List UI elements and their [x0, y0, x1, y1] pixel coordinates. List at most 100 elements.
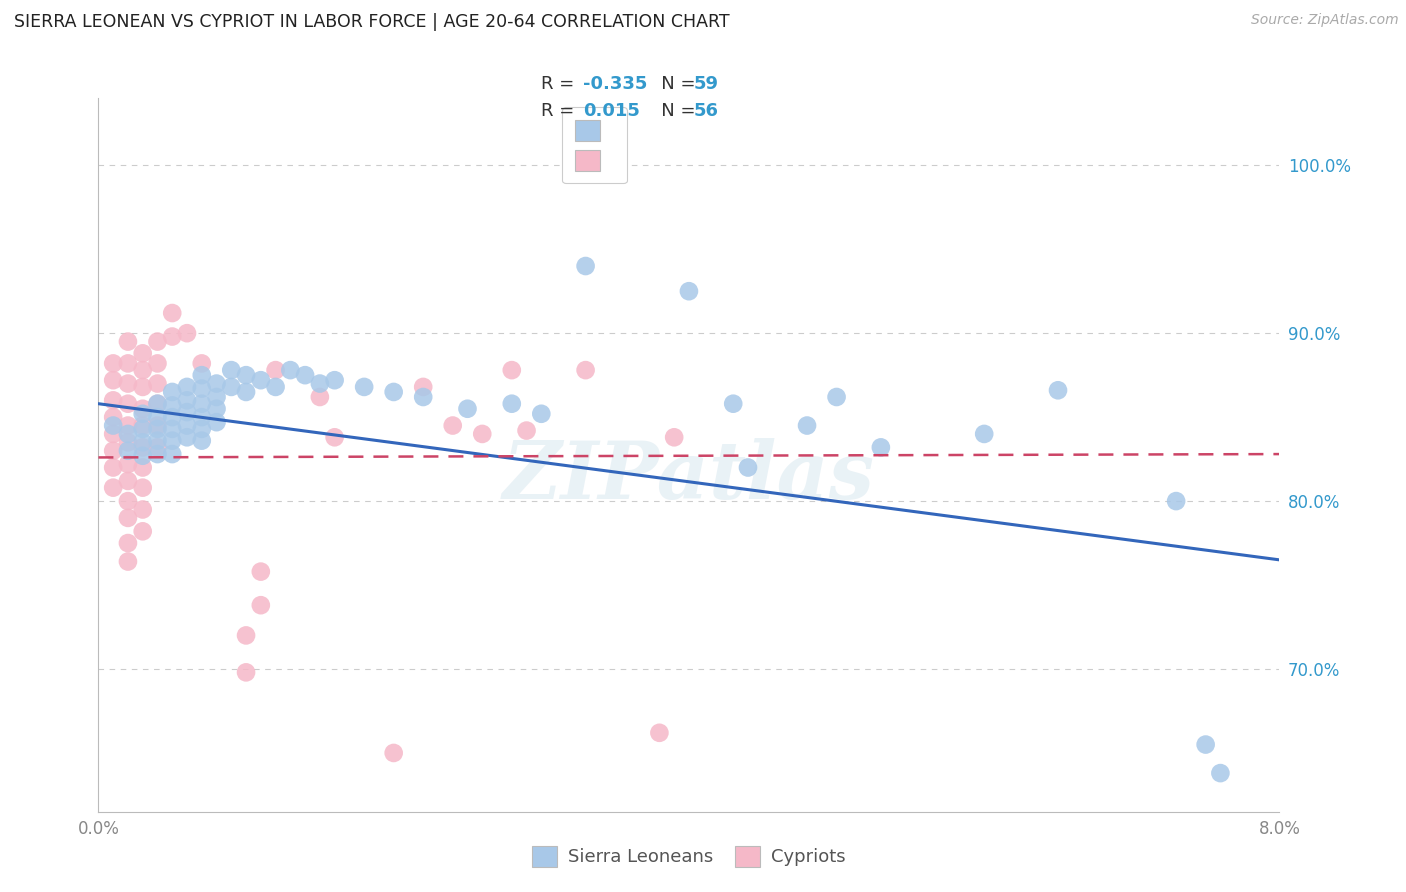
Point	[219, 380, 242, 394]
Point	[162, 422, 183, 436]
Point	[574, 259, 596, 273]
Point	[146, 422, 169, 436]
Point	[146, 397, 169, 411]
Text: -0.335: -0.335	[583, 75, 648, 93]
Point	[605, 155, 627, 169]
Point	[132, 524, 155, 539]
Point	[132, 418, 155, 433]
Point	[117, 555, 139, 569]
Point	[103, 418, 125, 433]
Point	[191, 410, 214, 425]
Point	[103, 393, 125, 408]
Point	[103, 426, 125, 441]
Point	[162, 384, 183, 399]
Point	[471, 426, 494, 441]
Text: 0.015: 0.015	[583, 103, 640, 120]
Point	[796, 418, 818, 433]
Point	[117, 536, 139, 550]
Text: Source: ZipAtlas.com: Source: ZipAtlas.com	[1251, 13, 1399, 28]
Point	[117, 334, 139, 349]
Point	[117, 511, 139, 525]
Point	[162, 447, 183, 461]
Point	[205, 390, 228, 404]
Point	[146, 447, 169, 461]
Point	[501, 397, 523, 411]
Point	[250, 598, 273, 612]
Point	[146, 418, 169, 433]
Point	[103, 460, 125, 475]
Point	[146, 334, 169, 349]
Point	[441, 418, 464, 433]
Point	[117, 494, 139, 508]
Point	[162, 306, 183, 320]
Point	[117, 426, 139, 441]
Point	[530, 407, 553, 421]
Point	[132, 449, 155, 463]
Point	[825, 390, 848, 404]
Point	[146, 410, 169, 425]
Point	[973, 426, 995, 441]
Point	[132, 407, 155, 421]
Point	[191, 434, 214, 448]
Legend: Sierra Leoneans, Cypriots: Sierra Leoneans, Cypriots	[524, 838, 853, 874]
Point	[132, 363, 155, 377]
Text: SIERRA LEONEAN VS CYPRIOT IN LABOR FORCE | AGE 20-64 CORRELATION CHART: SIERRA LEONEAN VS CYPRIOT IN LABOR FORCE…	[14, 13, 730, 31]
Point	[721, 397, 744, 411]
Point	[132, 435, 155, 450]
Point	[205, 376, 228, 391]
Point	[146, 397, 169, 411]
Point	[117, 474, 139, 488]
Point	[353, 380, 375, 394]
Point	[103, 443, 125, 458]
Point	[235, 368, 257, 383]
Point	[162, 410, 183, 425]
Point	[117, 397, 139, 411]
Point	[117, 443, 139, 458]
Point	[162, 434, 183, 448]
Point	[250, 373, 273, 387]
Point	[278, 363, 302, 377]
Text: R =: R =	[541, 103, 586, 120]
Point	[132, 401, 155, 416]
Point	[103, 410, 125, 425]
Point	[146, 356, 169, 370]
Point	[648, 726, 671, 740]
Point	[1164, 494, 1187, 508]
Point	[191, 368, 214, 383]
Point	[117, 418, 139, 433]
Point	[1046, 384, 1069, 398]
Point	[132, 422, 155, 436]
Point	[235, 628, 257, 642]
Point	[132, 346, 155, 360]
Point	[205, 415, 228, 429]
Point	[294, 368, 316, 383]
Text: R =: R =	[541, 75, 581, 93]
Point	[737, 460, 759, 475]
Point	[103, 356, 125, 370]
Point	[456, 401, 478, 416]
Point	[412, 380, 434, 394]
Point	[176, 393, 198, 408]
Point	[176, 380, 198, 394]
Point	[162, 329, 183, 343]
Point	[191, 382, 214, 396]
Point	[515, 424, 537, 438]
Point	[412, 390, 434, 404]
Text: N =: N =	[644, 75, 702, 93]
Point	[264, 363, 287, 377]
Point	[382, 746, 405, 760]
Point	[117, 457, 139, 471]
Text: 59: 59	[693, 75, 718, 93]
Point	[176, 418, 198, 433]
Point	[664, 430, 686, 444]
Point	[205, 401, 228, 416]
Point	[235, 384, 257, 399]
Point	[103, 481, 125, 495]
Point	[235, 665, 257, 680]
Point	[132, 441, 155, 455]
Point	[176, 405, 198, 419]
Point	[146, 376, 169, 391]
Point	[103, 373, 125, 387]
Point	[132, 460, 155, 475]
Point	[146, 434, 169, 448]
